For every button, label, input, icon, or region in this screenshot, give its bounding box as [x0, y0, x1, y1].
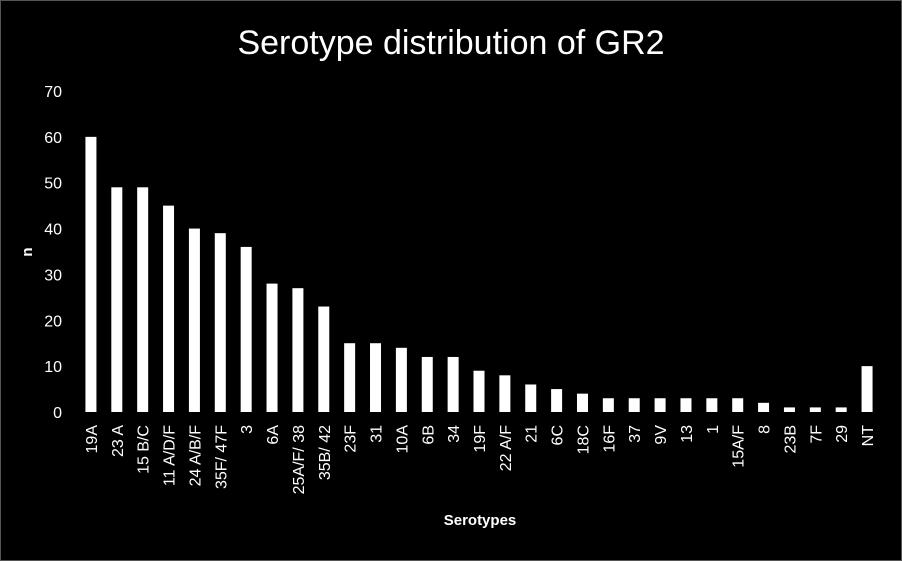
bar: [421, 356, 433, 412]
x-axis-label: Serotypes: [444, 512, 517, 529]
bar: [680, 398, 692, 412]
x-tick-label: 19F: [472, 425, 489, 453]
bar: [163, 205, 175, 412]
bar: [240, 246, 252, 412]
x-tick-label: 6C: [550, 425, 567, 445]
bar: [318, 306, 330, 412]
y-axis-ticks: 0 10 20 30 40 50 60 70: [44, 84, 62, 422]
x-tick-label: 15A/F: [731, 425, 748, 468]
bar: [861, 366, 873, 412]
x-axis-ticks: 19A 23 A 15 B/C 11 A/D/F 24 A/B/F 35F/ 47F 3 6A…: [84, 425, 877, 495]
bar: [266, 283, 278, 412]
y-tick-label: 20: [44, 313, 62, 330]
x-tick-label: 15 B/C: [136, 425, 153, 474]
x-tick-label: 25A/F/ 38: [291, 425, 308, 494]
bar: [706, 398, 718, 412]
x-tick-label: 9V: [653, 425, 670, 445]
bar: [783, 407, 795, 412]
bar: [628, 398, 640, 412]
x-tick-label: 11 A/D/F: [162, 425, 179, 486]
bar: [344, 343, 356, 412]
y-axis-label: n: [19, 247, 36, 256]
y-tick-label: 0: [53, 405, 62, 422]
bar: [370, 343, 382, 412]
x-tick-label: 6B: [420, 425, 437, 445]
bar: [473, 370, 485, 412]
x-tick-label: 35B/ 42: [317, 425, 334, 480]
bars: [85, 136, 873, 412]
bar: [758, 402, 770, 412]
x-tick-label: 6A: [265, 425, 282, 445]
bar: [525, 384, 537, 412]
bar: [395, 347, 407, 412]
bar: [576, 393, 588, 412]
bar: [835, 407, 847, 412]
x-tick-label: 24 A/B/F: [187, 425, 204, 487]
x-tick-label: 19A: [84, 425, 101, 454]
bar: [551, 389, 563, 412]
bar: [292, 288, 304, 412]
y-tick-label: 30: [44, 267, 62, 284]
bar: [732, 398, 744, 412]
x-tick-label: 10A: [394, 425, 411, 454]
x-tick-label: 21: [524, 425, 541, 443]
bar: [188, 228, 200, 412]
x-tick-label: 22 A/F: [498, 425, 515, 471]
bar: [654, 398, 666, 412]
y-tick-label: 60: [44, 130, 62, 147]
x-tick-label: NT: [860, 425, 877, 447]
x-tick-label: 37: [627, 425, 644, 443]
x-tick-label: 23B: [782, 425, 799, 453]
bar: [214, 233, 226, 412]
x-tick-label: 7F: [808, 425, 825, 444]
x-tick-label: 23F: [343, 425, 360, 453]
bar: [809, 407, 821, 412]
y-tick-label: 40: [44, 222, 62, 239]
x-tick-label: 23 A: [110, 425, 127, 457]
bar: [85, 136, 97, 412]
y-tick-label: 10: [44, 359, 62, 376]
y-tick-label: 70: [44, 84, 62, 101]
x-tick-label: 31: [369, 425, 386, 443]
y-tick-label: 50: [44, 176, 62, 193]
x-tick-label: 35F/ 47F: [213, 425, 230, 489]
x-tick-label: 1: [705, 425, 722, 434]
bar: [499, 375, 511, 412]
bar: [602, 398, 614, 412]
x-tick-label: 8: [757, 425, 774, 434]
x-tick-label: 16F: [601, 425, 618, 453]
x-tick-label: 18C: [575, 425, 592, 454]
x-tick-label: 34: [446, 425, 463, 443]
chart-title: Serotype distribution of GR2: [237, 24, 664, 62]
bar: [447, 356, 459, 412]
x-tick-label: 29: [834, 425, 851, 443]
bar: [111, 187, 123, 412]
bar: [137, 187, 149, 412]
x-tick-label: 3: [239, 425, 256, 434]
x-tick-label: 13: [679, 425, 696, 443]
